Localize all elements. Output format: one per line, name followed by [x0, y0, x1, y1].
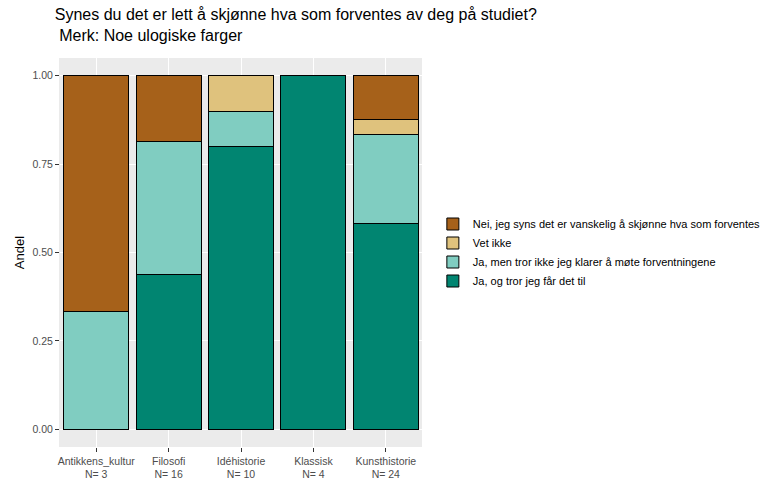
svg-text:Antikkens_kulturN= 3: Antikkens_kulturN= 3: [58, 455, 136, 481]
svg-text:KlassiskN= 4: KlassiskN= 4: [294, 455, 333, 481]
svg-text:0.00: 0.00: [32, 423, 53, 435]
svg-text:0.25: 0.25: [32, 335, 53, 347]
svg-text:FilosofiN= 16: FilosofiN= 16: [152, 455, 185, 481]
svg-text:Ja, men tror ikke jeg klarer å: Ja, men tror ikke jeg klarer å møte forv…: [473, 256, 716, 268]
svg-text:0.75: 0.75: [32, 158, 53, 170]
svg-text:0.50: 0.50: [32, 246, 53, 258]
svg-text:Ja, og tror jeg får det til: Ja, og tror jeg får det til: [473, 275, 586, 287]
svg-text:Nei, jeg syns det er vanskelig: Nei, jeg syns det er vanskelig å skjønne…: [473, 218, 760, 230]
svg-text:IdéhistorieN= 10: IdéhistorieN= 10: [217, 455, 266, 481]
svg-text:1.00: 1.00: [32, 69, 53, 81]
svg-text:Vet ikke: Vet ikke: [473, 237, 512, 249]
svg-text:KunsthistorieN= 24: KunsthistorieN= 24: [355, 455, 416, 481]
svg-text:Synes du det er lett å skjønne: Synes du det er lett å skjønne hva som f…: [55, 6, 537, 44]
svg-text:Andel: Andel: [12, 236, 27, 269]
